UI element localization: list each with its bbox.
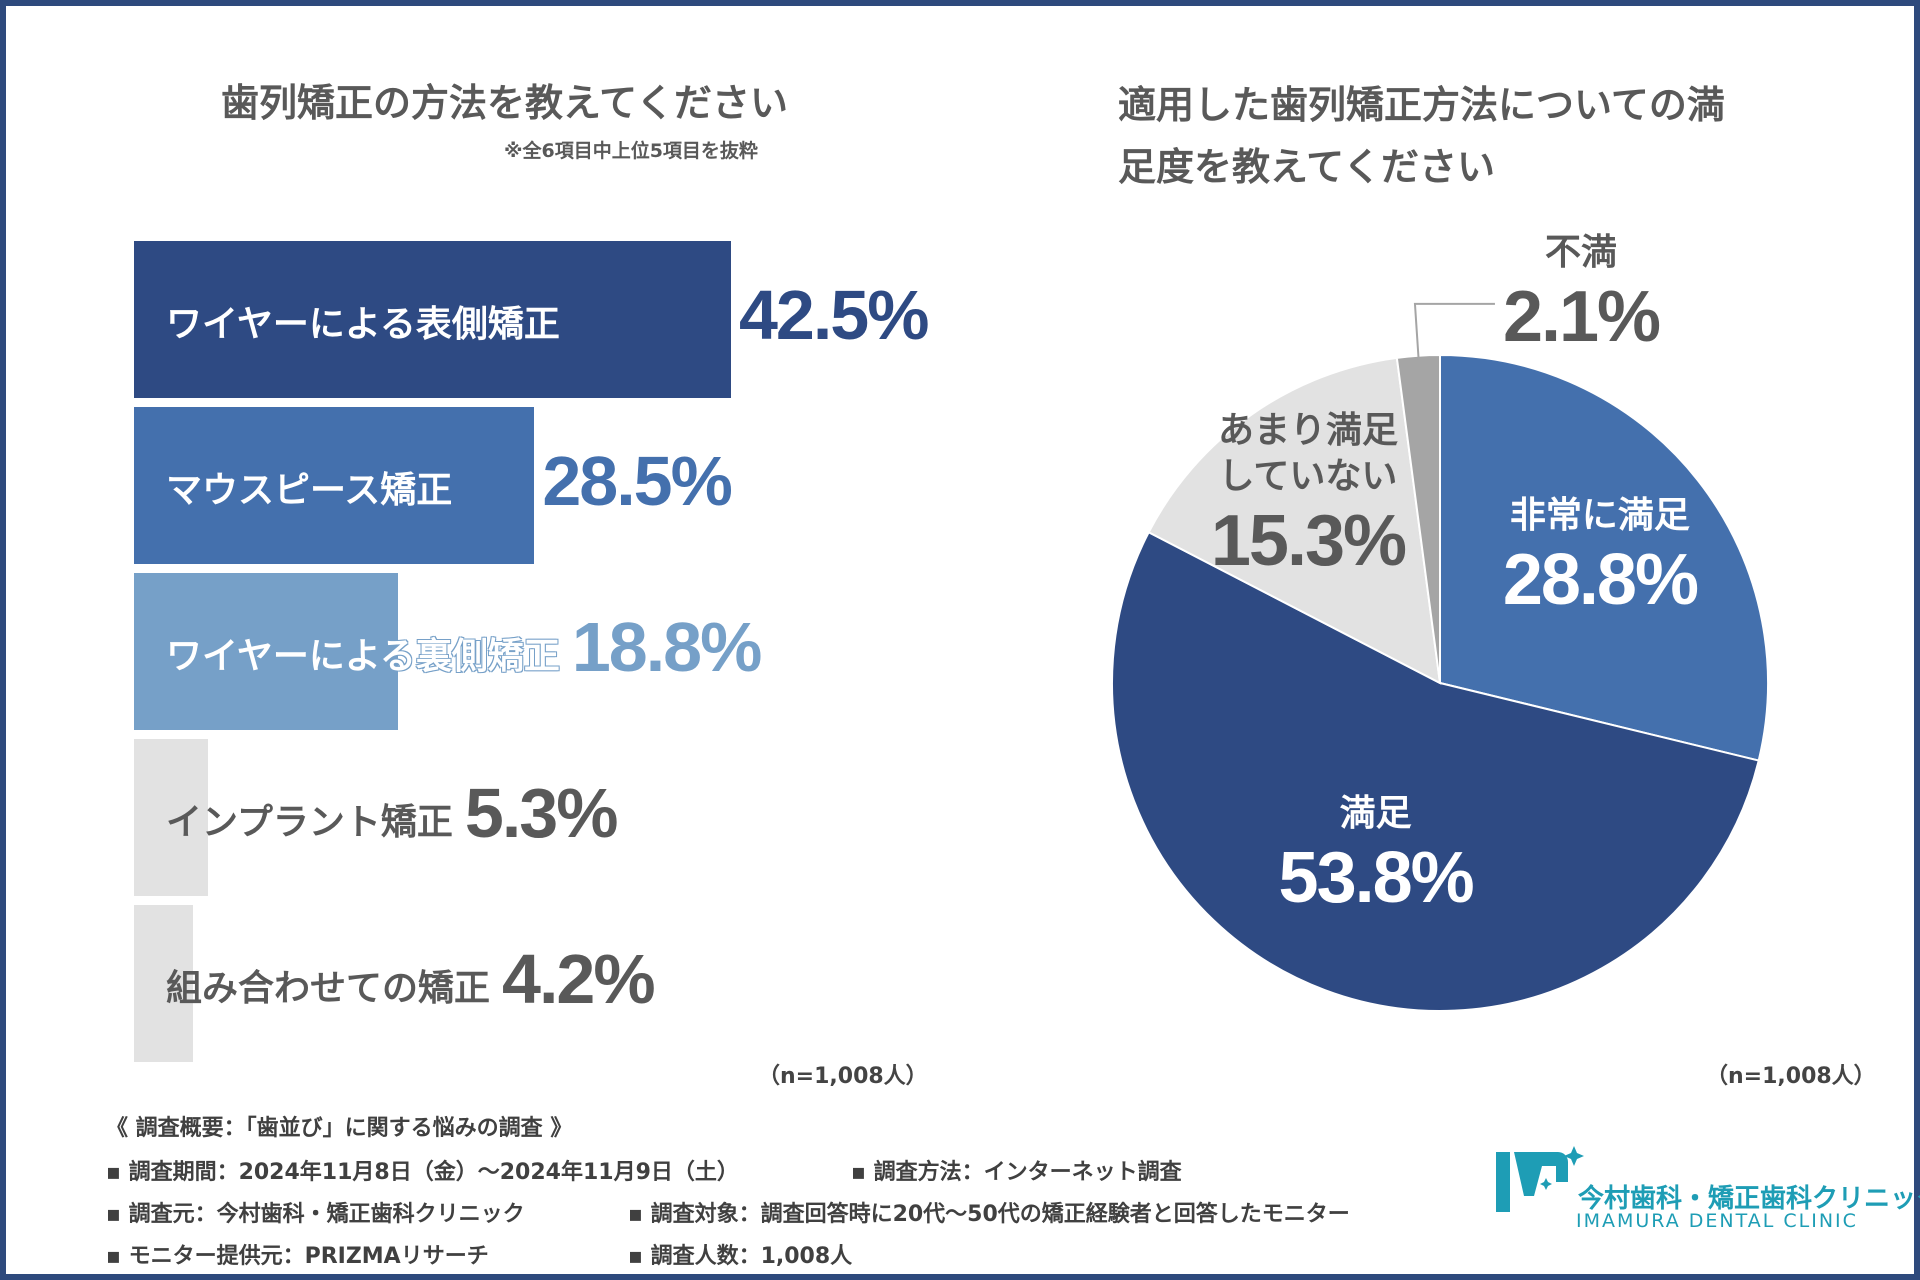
pie-label-value-1: 28.8% [1502,540,1699,621]
left-chart-title: 歯列矯正の方法を教えてください [221,81,788,125]
left-n-note: （n=1,008人） [758,1064,928,1089]
pie-label-name-1-1: 非常に満足 [1509,495,1690,537]
pie-slice-1 [1439,353,1769,762]
bar-value-3: 18.8% [571,608,762,686]
pie-label-2: 満足 53.8% [1278,791,1475,919]
bar-2 [134,407,535,564]
pie-slice-2 [1111,530,1760,1012]
clinic-name-english: IMAMURA DENTAL CLINIC [1576,1210,1858,1232]
pie-chart [1111,302,1769,1012]
survey-method: ▪ 調査方法：インターネット調査 [851,1160,1182,1185]
tooth-logo-icon [1496,1146,1584,1212]
bar-3 [134,573,399,730]
survey-target: ▪ 調査対象：調査回答時に20代〜50代の矯正経験者と回答したモニター [628,1202,1350,1227]
pie-label-name-4-1: 不満 [1544,232,1617,273]
bar-4 [134,739,209,896]
survey-monitor-provider: ▪ モニター提供元：PRIZMAリサーチ [106,1244,489,1269]
bar-label-1: ワイヤーによる表側矯正 [166,304,560,345]
bar-label-2: マウスピース矯正 [166,470,453,511]
survey-source: ▪ 調査元：今村歯科・矯正歯科クリニック [106,1202,525,1227]
bar-5 [134,905,193,1062]
pie-label-value-4: 2.1% [1502,277,1661,357]
survey-period: ▪ 調査期間：2024年11月8日（金）〜2024年11月9日（土） [106,1160,739,1185]
bar-value-1: 42.5% [739,276,929,354]
pie-label-4: 不満 2.1% [1502,230,1661,358]
pie-label-name-3-2: していない [1218,456,1398,498]
pie-label-name-2-1: 満足 [1339,793,1412,835]
pie-label-3: あまり満足 していない 15.3% [1210,408,1407,582]
survey-overview-heading: 《 調査概要：「歯並び」に関する悩みの調査 》 [106,1116,573,1141]
right-n-note: （n=1,008人） [1706,1064,1876,1089]
pie-label-value-3: 15.3% [1210,501,1407,582]
bar-value-4: 5.3% [464,774,619,852]
bar-label-3: ワイヤーによる裏側矯正 [166,636,560,677]
bar-value-2: 28.5% [542,442,732,520]
left-chart-note: ※全6項目中上位5項目を抜粋 [504,140,758,162]
pie-slice-3 [1147,356,1442,685]
bar-label-4: インプラント矯正 [166,802,453,843]
pie-label-value-2: 53.8% [1278,838,1475,919]
clinic-logo [1496,1146,1584,1212]
right-chart-title-line2: 足度を教えてください [1118,145,1495,189]
bar-value-5: 4.2% [502,940,656,1018]
right-chart-title-line1: 適用した歯列矯正方法についての満 [1118,83,1725,127]
bar-label-5: 組み合わせての矯正 [166,968,491,1009]
clinic-name: 今村歯科・矯正歯科クリニック [1578,1184,1920,1214]
pie-leader-line [1413,302,1495,360]
survey-sample-size: ▪ 調査人数：1,008人 [628,1244,853,1269]
pie-label-name-3-1: あまり満足 [1217,410,1398,452]
bar-1 [134,241,731,398]
pie-label-1: 非常に満足 28.8% [1502,493,1699,621]
